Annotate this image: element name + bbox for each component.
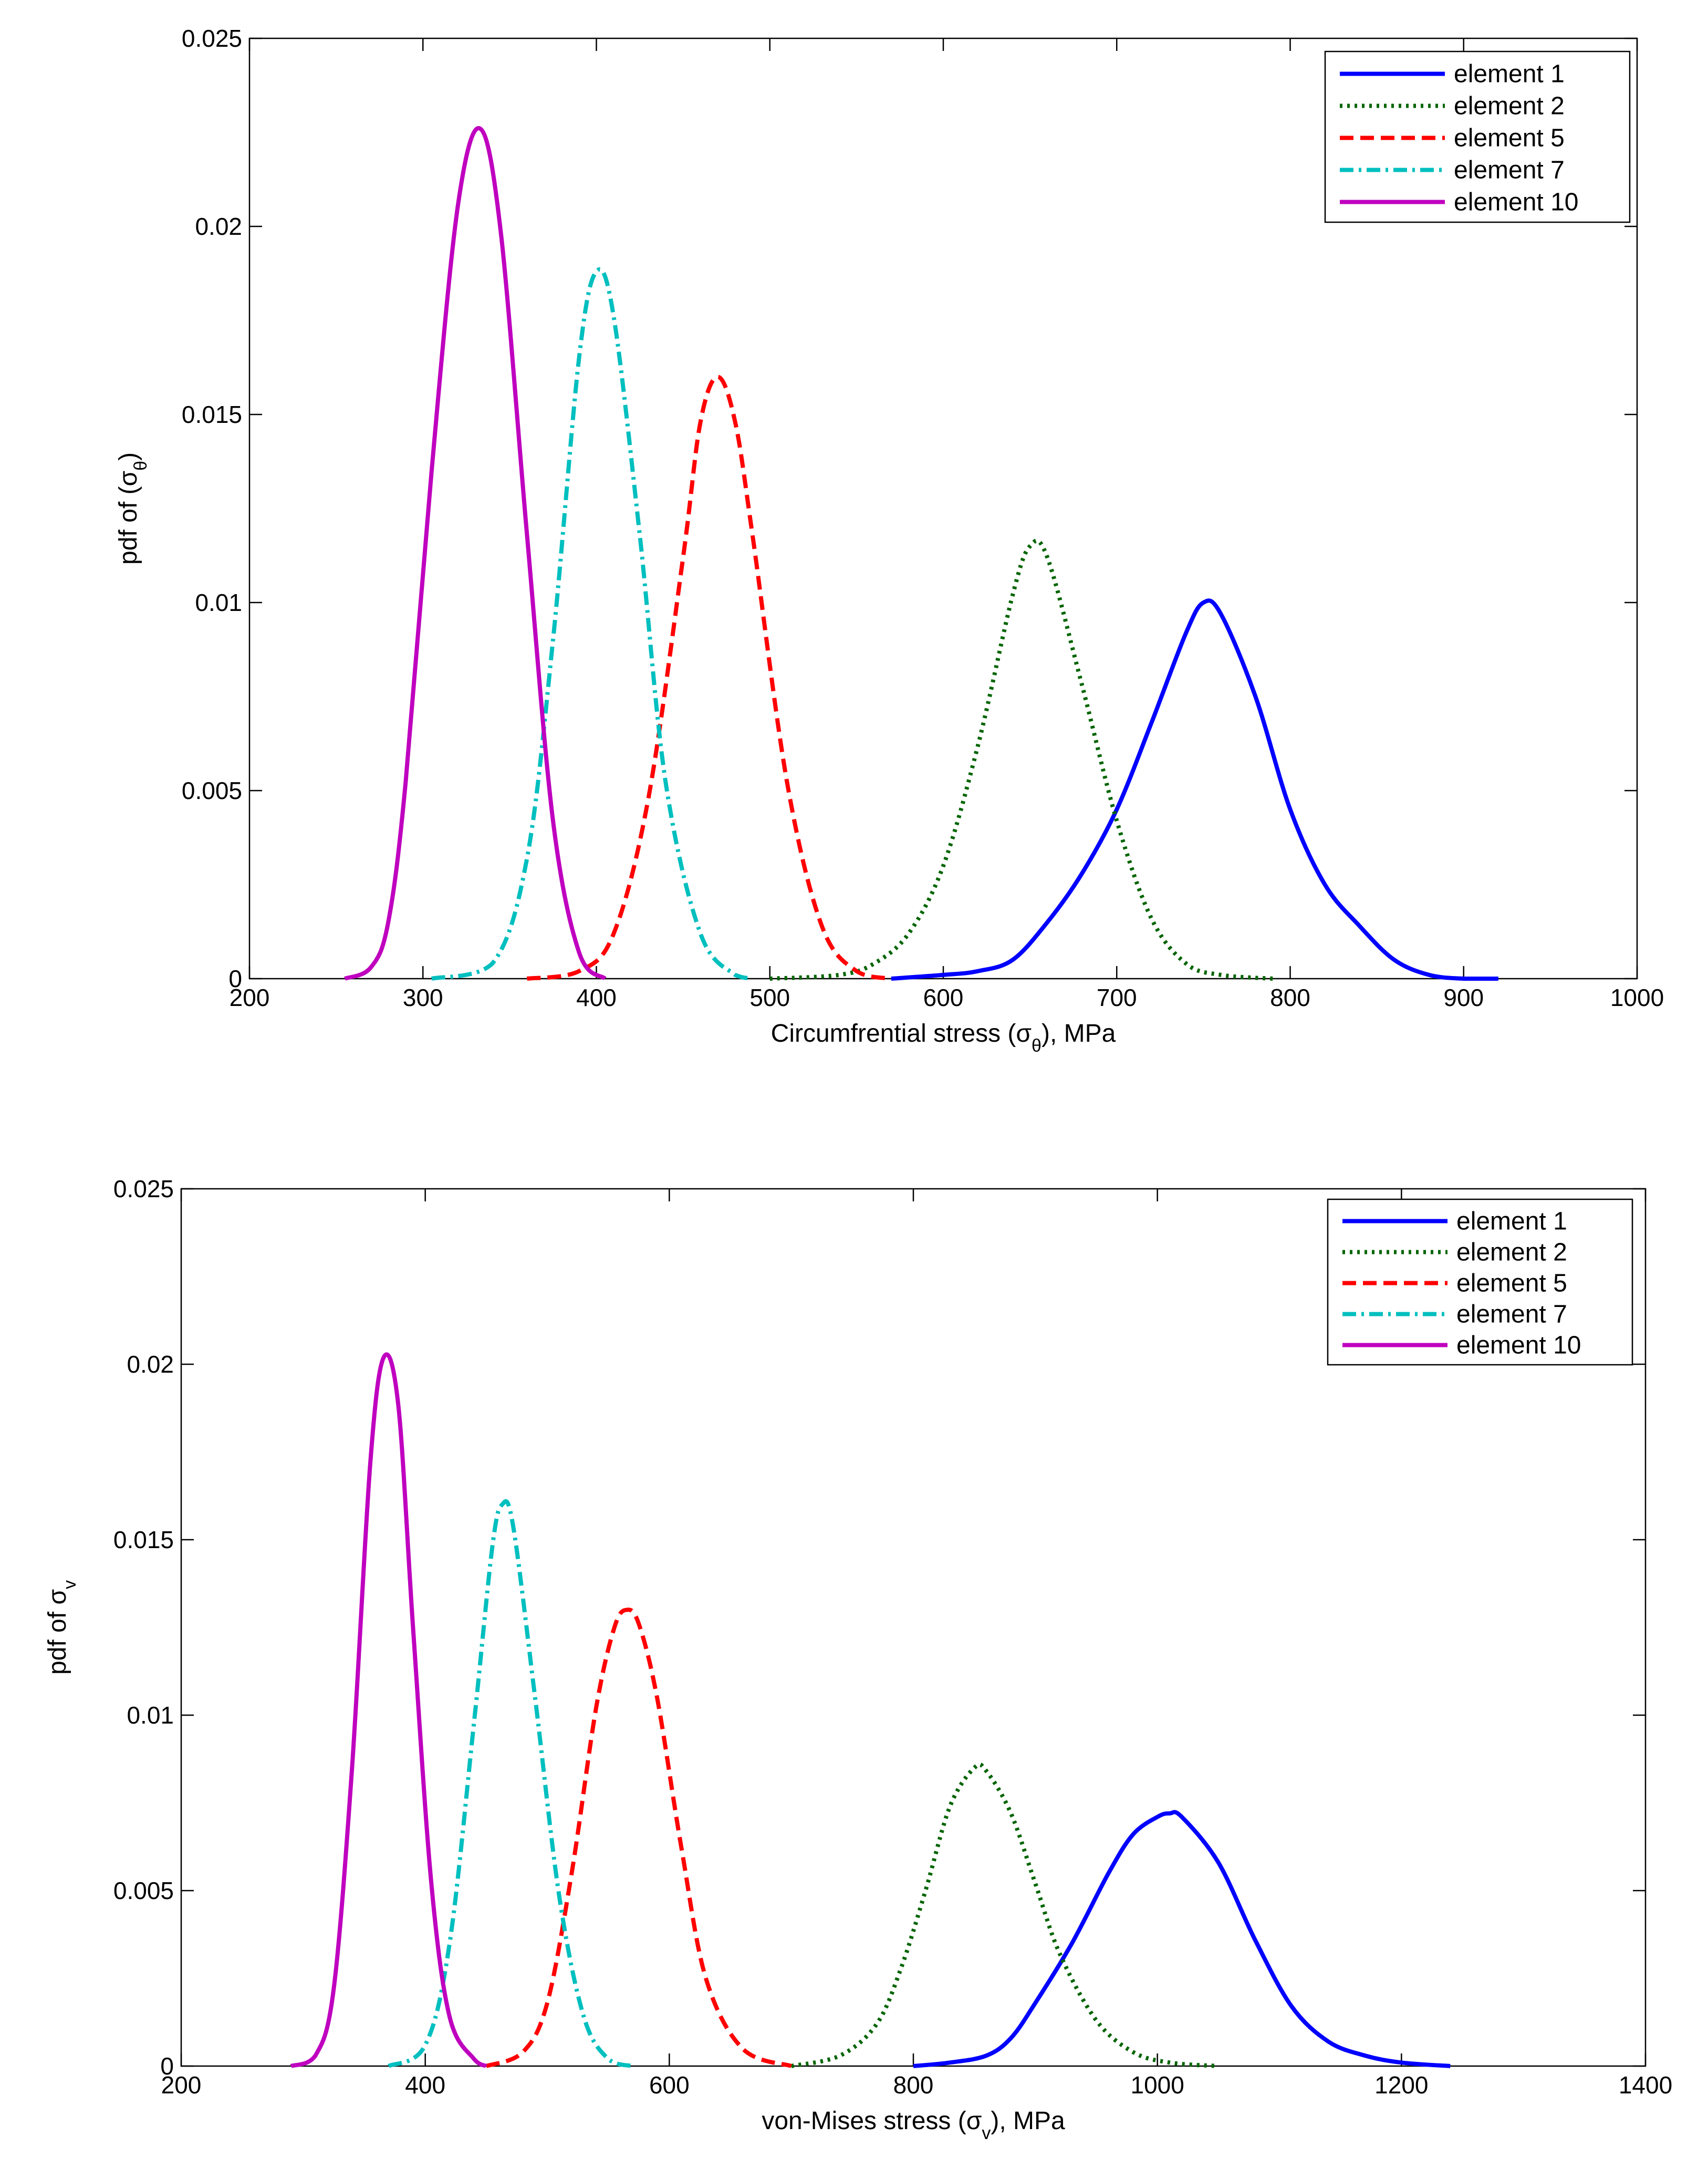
x-tick-label: 1200 <box>1374 2071 1428 2099</box>
x-axis-label-text: Circumfrential stress (σ <box>771 1020 1032 1047</box>
y-tick-label: 0.01 <box>127 1702 174 1729</box>
x-axis-label-subscript: θ <box>1032 1036 1042 1056</box>
series-line-element-5 <box>485 1607 793 2068</box>
series-line-element-2 <box>769 538 1273 981</box>
x-tick-label: 1400 <box>1619 2071 1672 2099</box>
y-tick-label: 0.02 <box>195 213 242 240</box>
x-tick-label: 200 <box>230 984 270 1011</box>
y-tick-label: 0 <box>228 965 242 992</box>
x-tick-label: 1000 <box>1610 984 1664 1011</box>
x-tick-label: 600 <box>649 2071 690 2099</box>
legend-box <box>1327 1198 1633 1366</box>
y-axis-label: pdf of (σθ) <box>114 452 151 565</box>
legend: element 1 element 2 element 5 element 7 elem… <box>1327 1198 1633 1366</box>
x-tick-label: 200 <box>161 2071 202 2099</box>
x-tick-label: 600 <box>923 984 964 1011</box>
legend-label-element-5: element 5 <box>1454 124 1565 152</box>
y-tick-label: 0.005 <box>113 1877 174 1904</box>
legend-label-element-1: element 1 <box>1454 60 1565 88</box>
x-tick-label: 400 <box>576 984 617 1011</box>
y-axis-label-text: pdf of σ <box>44 1589 71 1675</box>
x-axis-label: Circumfrential stress (σθ), MPa <box>771 1020 1116 1056</box>
x-axis-label-subscript: v <box>982 2123 991 2143</box>
series-line-element-10 <box>344 126 607 981</box>
x-tick-label: 700 <box>1097 984 1137 1011</box>
x-axis-label-text: von-Mises stress (σ <box>762 2107 982 2135</box>
legend-label-element-7: element 7 <box>1454 157 1565 184</box>
y-tick-label: 0.02 <box>127 1351 174 1378</box>
legend-label-element-10: element 10 <box>1456 1332 1581 1360</box>
y-tick-label: 0.015 <box>113 1526 174 1553</box>
series-line-element-10 <box>290 1352 487 2068</box>
x-tick-label: 1000 <box>1130 2071 1184 2099</box>
legend-label-element-5: element 5 <box>1456 1270 1567 1298</box>
x-tick-label: 400 <box>405 2071 445 2099</box>
x-tick-label: 800 <box>1270 984 1310 1011</box>
legend-label-element-1: element 1 <box>1456 1208 1567 1236</box>
chart-panel-2: 200 400 600 800 1000 1200 1400 0 0.005 0.01 0.015 0… <box>44 1175 1672 2143</box>
series-line-element-2 <box>790 1762 1219 2068</box>
y-tick-label: 0.015 <box>182 401 242 428</box>
y-tick-label: 0.025 <box>113 1175 174 1202</box>
y-tick-label: 0.01 <box>195 589 242 616</box>
x-tick-label: 300 <box>403 984 443 1011</box>
x-tick-label: 800 <box>893 2071 934 2099</box>
y-axis-label-suffix: ) <box>114 452 142 461</box>
y-axis-label-subscript: θ <box>131 461 151 471</box>
series-line-element-7 <box>431 267 753 981</box>
x-axis-label-suffix: ), MPa <box>1042 1020 1116 1047</box>
legend-label-element-2: element 2 <box>1456 1239 1567 1267</box>
y-axis-label-subscript: v <box>60 1580 80 1589</box>
legend-label-element-10: element 10 <box>1454 189 1579 216</box>
series-line-element-7 <box>388 1499 633 2068</box>
y-tick-label: 0.025 <box>182 25 242 52</box>
x-axis-label: von-Mises stress (σv), MPa <box>762 2107 1065 2143</box>
y-axis-label-text: pdf of (σ <box>114 471 142 565</box>
legend-box <box>1324 50 1631 223</box>
series-line-element-1 <box>891 598 1498 981</box>
x-tick-label: 500 <box>749 984 790 1011</box>
x-tick-label: 900 <box>1443 984 1484 1011</box>
y-tick-label: 0.005 <box>182 777 242 804</box>
chart-panel-1: 200 300 400 500 600 700 800 900 1000 0 0.005 0.01 0.… <box>114 25 1664 1056</box>
legend-label-element-2: element 2 <box>1454 92 1565 120</box>
legend: element 1 element 2 element 5 element 7 elem… <box>1324 50 1631 223</box>
legend-label-element-7: element 7 <box>1456 1301 1567 1329</box>
y-tick-label: 0 <box>160 2052 174 2080</box>
series-line-element-1 <box>913 1810 1451 2068</box>
x-axis-label-suffix: ), MPa <box>991 2107 1065 2135</box>
y-axis-label: pdf of σv <box>44 1580 80 1675</box>
